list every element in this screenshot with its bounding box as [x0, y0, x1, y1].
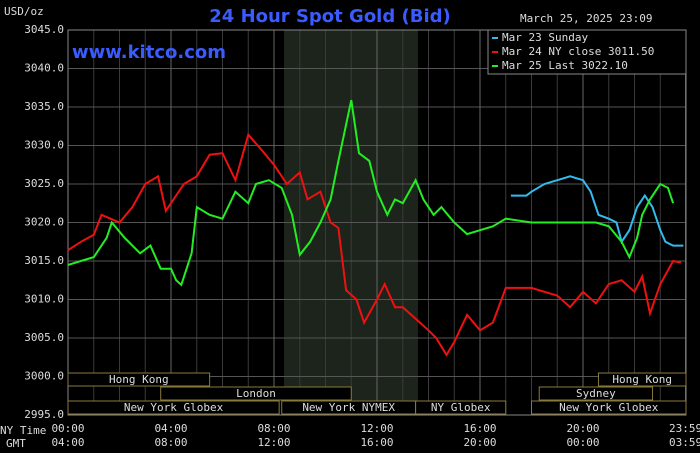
- series-line: [67, 99, 675, 287]
- x2-tick-label: 04:00: [51, 436, 84, 449]
- y-tick-label: 3020.0: [24, 216, 64, 229]
- y-tick-label: 3045.0: [24, 23, 64, 36]
- y-tick-label: 3015.0: [24, 254, 64, 267]
- y-tick-label: 3040.0: [24, 62, 64, 75]
- session-box: [67, 372, 211, 387]
- x2-tick-label: 00:00: [566, 436, 599, 449]
- session-box: [597, 372, 687, 387]
- session-label: NY Globex: [431, 401, 491, 414]
- legend-box: [487, 29, 687, 75]
- series-line: [67, 132, 682, 357]
- series-line: [510, 175, 684, 247]
- y-tick-label: 3010.0: [24, 293, 64, 306]
- plot-frame: [67, 29, 687, 416]
- y-tick-label: 3030.0: [24, 139, 64, 152]
- x-axis-label: NY Time: [0, 424, 46, 437]
- y-tick-label: 3035.0: [24, 100, 64, 113]
- x2-tick-label: 16:00: [360, 436, 393, 449]
- x-tick-label: 04:00: [154, 422, 187, 435]
- x2-tick-label: 12:00: [257, 436, 290, 449]
- session-box: [67, 400, 280, 415]
- session-label: New York Globex: [559, 401, 659, 414]
- x-tick-label: 12:00: [360, 422, 393, 435]
- x2-axis-label: GMT: [6, 437, 26, 450]
- session-box: [415, 400, 507, 415]
- y-tick-label: 3005.0: [24, 331, 64, 344]
- x2-tick-label: 03:59: [669, 436, 700, 449]
- y-tick-label: 3000.0: [24, 370, 64, 383]
- session-label: Hong Kong: [612, 373, 672, 386]
- session-label: New York NYMEX: [302, 401, 395, 414]
- session-box: [538, 386, 654, 401]
- session-label: Hong Kong: [109, 373, 169, 386]
- site: www.kitco.com: [72, 42, 226, 63]
- x-tick-label: 08:00: [257, 422, 290, 435]
- y-tick-label: 2995.0: [24, 408, 64, 421]
- timestamp: March 25, 2025 23:09: [520, 12, 652, 25]
- x-tick-label: 20:00: [566, 422, 599, 435]
- session-box: [531, 400, 687, 415]
- x2-tick-label: 08:00: [154, 436, 187, 449]
- legend-label: Mar 25 Last 3022.10: [502, 59, 628, 72]
- session-label: Sydney: [576, 387, 616, 400]
- x2-tick-label: 20:00: [463, 436, 496, 449]
- legend-label: Mar 23 Sunday: [502, 31, 588, 44]
- session-box: [160, 386, 352, 401]
- legend-label: Mar 24 NY close 3011.50: [502, 45, 654, 58]
- chart-title: 24 Hour Spot Gold (Bid): [209, 6, 450, 27]
- x-tick-label: 16:00: [463, 422, 496, 435]
- session-label: New York Globex: [124, 401, 224, 414]
- y-tick-label: 3025.0: [24, 177, 64, 190]
- session-label: London: [236, 387, 276, 400]
- y-axis-label: USD/oz: [4, 5, 44, 18]
- x-tick-label: 00:00: [51, 422, 84, 435]
- x-tick-label: 23:59: [669, 422, 700, 435]
